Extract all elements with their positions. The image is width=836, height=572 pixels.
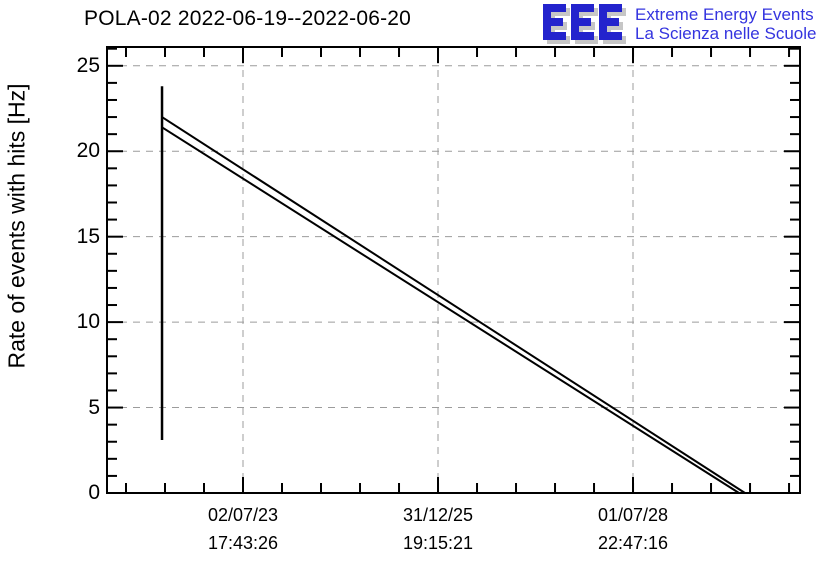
x-tick-time: 17:43:26 xyxy=(207,533,279,553)
x-tick-date: 31/12/25 xyxy=(402,505,474,525)
y-tick-label: 15 xyxy=(76,224,100,248)
x-tick-time: 19:15:21 xyxy=(402,533,474,553)
x-tick-date: 01/07/28 xyxy=(597,505,669,525)
y-tick-label: 0 xyxy=(88,481,100,504)
eee-logo: Extreme Energy Events La Scienza nelle S… xyxy=(543,4,833,46)
y-tick-label: 25 xyxy=(76,53,100,77)
eee-logo-text: Extreme Energy Events La Scienza nelle S… xyxy=(635,5,816,43)
chart-title: POLA-02 2022-06-19--2022-06-20 xyxy=(84,7,412,30)
y-tick-label: 20 xyxy=(76,139,100,163)
series-trend-lower xyxy=(161,126,740,494)
eee-logo-text-line1: Extreme Energy Events xyxy=(635,5,814,24)
y-tick-label: 10 xyxy=(76,310,100,334)
eee-letters-shadow xyxy=(547,8,626,44)
eee-logo-text-line2: La Scienza nelle Scuole xyxy=(635,24,817,43)
eee-logo-letters xyxy=(543,4,629,44)
series-trend-upper xyxy=(161,116,746,494)
x-tick-time: 22:47:16 xyxy=(597,533,669,553)
x-tick-label: 02/07/23 17:43:26 xyxy=(163,501,323,557)
x-tick-label: 31/12/25 19:15:21 xyxy=(358,501,518,557)
x-tick-date: 02/07/23 xyxy=(207,505,279,525)
y-tick-label: 5 xyxy=(88,395,100,419)
x-tick-label: 01/07/28 22:47:16 xyxy=(553,501,713,557)
y-axis-title: Rate of events with hits [Hz] xyxy=(3,83,30,369)
eee-letters-front xyxy=(543,4,622,40)
